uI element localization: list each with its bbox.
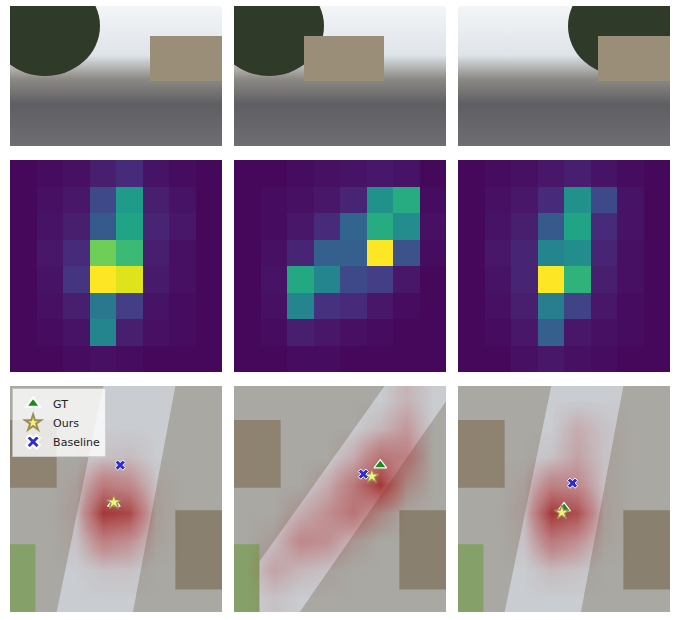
svg-text:GT: GT — [53, 398, 68, 411]
svg-text:Baseline: Baseline — [53, 436, 100, 449]
svg-text:Ours: Ours — [53, 417, 79, 430]
